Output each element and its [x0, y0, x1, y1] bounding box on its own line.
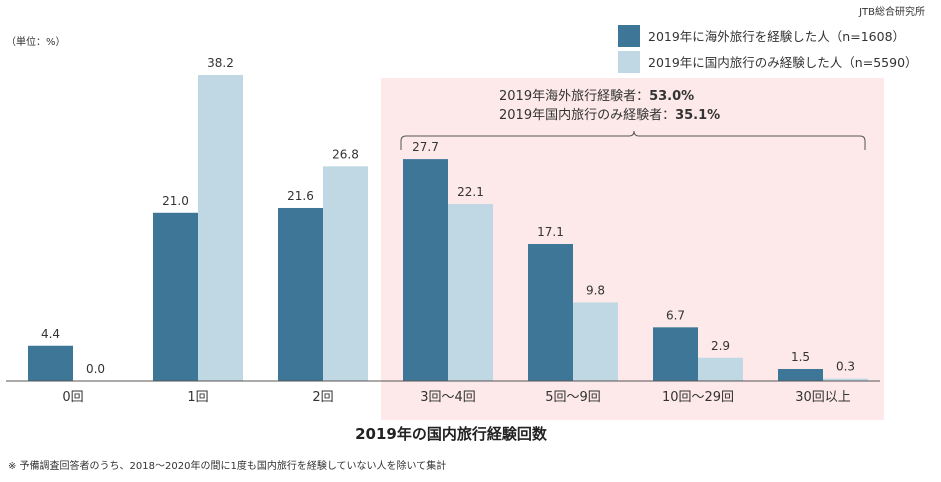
bars: 4.4 0.0 21.0 38.2 21.6 26.8 27.7 22.1 17.1 9.8 6.7… — [28, 56, 868, 381]
bar-series1-4 — [403, 159, 448, 381]
annotation: 2019年海外旅行経験者：53.0% 2019年国内旅行のみ経験者：35.1% — [400, 89, 866, 150]
bar-series1-6 — [653, 327, 698, 381]
annotation-line1-prefix: 2019年海外旅行経験者： — [499, 89, 649, 104]
x-tick-label: 2回 — [312, 390, 333, 405]
bar-series1-3 — [278, 207, 323, 381]
bar-value-label: 0.0 — [86, 362, 105, 376]
bar-value-label: 9.8 — [586, 283, 605, 297]
bar-value-label: 2.9 — [711, 339, 730, 353]
bar-series1-5 — [528, 244, 573, 381]
x-tick-label: 30回以上 — [795, 390, 851, 405]
bar-value-label: 22.1 — [457, 185, 484, 199]
bar-series1-1 — [28, 345, 73, 381]
bar-value-label: 4.4 — [41, 327, 60, 341]
bar-value-label: 0.3 — [836, 360, 855, 374]
bar-series2-5 — [573, 302, 618, 381]
bar-series1-7 — [778, 368, 823, 381]
legend-swatch-domestic — [618, 51, 640, 73]
bar-value-label: 27.7 — [412, 140, 439, 154]
annotation-line2-prefix: 2019年国内旅行のみ経験者： — [499, 107, 675, 123]
x-tick-label: 1回 — [187, 390, 208, 405]
bar-value-label: 26.8 — [332, 147, 359, 161]
footnote: ※ 予備調査回答者のうち、2018～2020年の間に1度も国内旅行を経験していな… — [8, 459, 446, 472]
bar-value-label: 21.6 — [287, 189, 314, 203]
bar-value-label: 6.7 — [666, 308, 685, 322]
legend-label-overseas: 2019年に海外旅行を経験した人（n=1608） — [648, 29, 905, 44]
bar-series2-7 — [823, 378, 868, 381]
legend-label-domestic: 2019年に国内旅行のみ経験した人（n=5590） — [648, 55, 918, 70]
bar-value-label: 1.5 — [791, 350, 810, 364]
x-tick-label: 5回～9回 — [545, 390, 601, 405]
bar-series2-4 — [448, 203, 493, 381]
bar-value-label: 17.1 — [537, 225, 564, 239]
x-tick-label: 10回～29回 — [662, 390, 734, 405]
source-label: JTB総合研究所 — [858, 5, 925, 18]
annotation-line1-value: 53.0% — [649, 89, 694, 104]
x-tick-labels: 0回 1回 2回 3回～4回 5回～9回 10回～29回 30回以上 — [62, 390, 850, 405]
bar-value-label: 38.2 — [207, 56, 234, 70]
bar-series2-6 — [698, 357, 743, 381]
annotation-line2: 2019年国内旅行のみ経験者：35.1% — [499, 107, 720, 123]
bar-series2-3 — [323, 166, 368, 381]
annotation-brace — [400, 130, 866, 150]
annotation-line1: 2019年海外旅行経験者：53.0% — [499, 89, 694, 104]
bar-value-label: 21.0 — [162, 194, 189, 208]
annotation-line2-value: 35.1% — [675, 108, 720, 123]
x-tick-label: 3回～4回 — [420, 390, 476, 405]
unit-label: （単位：%） — [6, 35, 66, 48]
bar-series1-2 — [153, 212, 198, 381]
x-axis-title: 2019年の国内旅行経験回数 — [355, 425, 548, 443]
legend-swatch-overseas — [618, 25, 640, 47]
x-tick-label: 0回 — [62, 390, 83, 405]
bar-series2-2 — [198, 75, 243, 381]
legend: 2019年に海外旅行を経験した人（n=1608） 2019年に国内旅行のみ経験し… — [618, 25, 918, 73]
